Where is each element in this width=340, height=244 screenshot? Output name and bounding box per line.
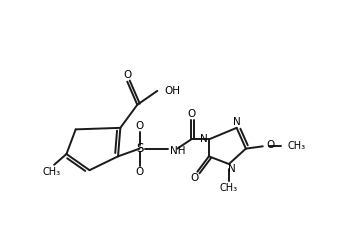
Text: O: O — [266, 140, 274, 150]
Text: O: O — [190, 173, 199, 183]
Text: N: N — [200, 134, 208, 144]
Text: CH₃: CH₃ — [287, 141, 306, 151]
Text: O: O — [187, 109, 195, 119]
Text: O: O — [123, 71, 131, 81]
Text: NH: NH — [170, 146, 186, 156]
Text: CH₃: CH₃ — [220, 183, 238, 193]
Text: N: N — [233, 117, 240, 127]
Text: O: O — [135, 121, 144, 131]
Text: N: N — [228, 164, 236, 174]
Text: CH₃: CH₃ — [43, 167, 61, 177]
Text: S: S — [136, 142, 143, 155]
Text: O: O — [135, 167, 144, 177]
Text: OH: OH — [164, 86, 180, 96]
